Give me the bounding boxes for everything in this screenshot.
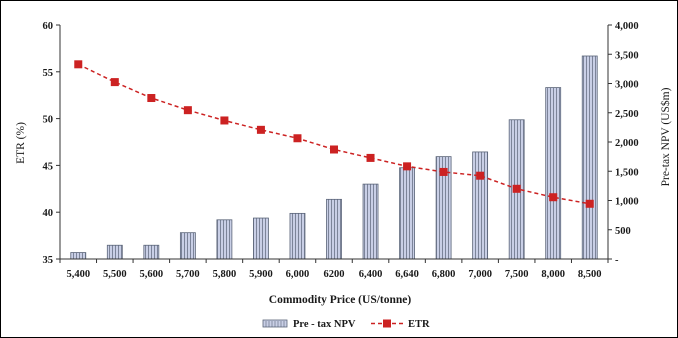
- etr-marker: [147, 94, 156, 103]
- bar-pre-tax-npv: [545, 87, 562, 260]
- y2-tick-label: 1,000: [615, 197, 639, 208]
- bar-pre-tax-npv: [326, 198, 342, 260]
- x-tick-label: 5,800: [213, 269, 237, 280]
- etr-marker: [183, 106, 192, 115]
- y-tick-label: 35: [43, 255, 54, 266]
- x-tick-label: 8,000: [541, 269, 565, 280]
- x-tick-label: 6,800: [432, 269, 456, 280]
- etr-marker: [74, 60, 83, 69]
- y-axis-title: ETR (%): [15, 122, 27, 164]
- x-tick-label: 5,700: [176, 269, 200, 280]
- x-tick-label: 6,640: [395, 269, 419, 280]
- x-tick-label: 5,900: [249, 269, 273, 280]
- y-tick-label: 50: [43, 115, 54, 126]
- etr-marker: [220, 116, 229, 125]
- y-tick-label: 60: [43, 21, 54, 32]
- y2-tick-label: 4,000: [615, 21, 639, 32]
- etr-marker: [512, 184, 521, 193]
- etr-marker: [330, 145, 338, 154]
- etr-marker: [403, 162, 412, 171]
- bar-pre-tax-npv: [289, 212, 306, 260]
- y2-tick-label: 3,500: [615, 50, 639, 61]
- bars-layer: [70, 55, 598, 260]
- y-tick-label: 45: [43, 161, 54, 172]
- x-tick-label: 6,000: [286, 269, 310, 280]
- bar-pre-tax-npv: [179, 232, 196, 260]
- y2-tick-label: 1,500: [615, 167, 639, 178]
- etr-marker: [476, 171, 485, 180]
- etr-marker: [293, 134, 302, 143]
- x-tick-label: 5,600: [140, 269, 164, 280]
- bar-pre-tax-npv: [216, 219, 233, 260]
- y-tick-label: 55: [43, 68, 54, 79]
- y2-tick-label: 2,000: [615, 138, 639, 149]
- y-tick-label: 40: [43, 208, 54, 219]
- axes-layer: 35 40 45 50 55 60 - 500 1,000 1,500 2,000 2,500 3,00…: [43, 21, 639, 280]
- x-axis-title: Commodity Price (US/tonne): [269, 294, 412, 306]
- line-layer: [74, 60, 594, 208]
- etr-marker: [256, 125, 265, 134]
- etr-marker: [366, 153, 375, 162]
- y2-tick-label: 2,500: [615, 109, 639, 120]
- legend-swatch-etr-marker: [383, 319, 391, 328]
- legend-label-etr: ETR: [408, 319, 430, 330]
- x-tick-label: 5,400: [66, 269, 90, 280]
- x-tick-label: 6,400: [359, 269, 383, 280]
- bar-pre-tax-npv: [253, 217, 269, 260]
- bar-pre-tax-npv: [70, 252, 87, 260]
- x-tick-label: 8,500: [578, 269, 602, 280]
- bar-pre-tax-npv: [106, 244, 123, 260]
- x-tick-label: 7,500: [505, 269, 529, 280]
- bar-pre-tax-npv: [143, 244, 160, 260]
- etr-marker: [549, 193, 558, 202]
- bar-pre-tax-npv: [472, 151, 489, 260]
- bar-pre-tax-npv: [581, 55, 598, 260]
- etr-marker: [110, 78, 119, 87]
- bar-pre-tax-npv: [362, 183, 379, 260]
- y2-tick-label: -: [615, 255, 619, 266]
- bar-pre-tax-npv: [399, 167, 415, 260]
- x-tick-label: 7,000: [468, 269, 492, 280]
- y2-tick-label: 500: [615, 226, 631, 237]
- etr-line: [77, 63, 590, 205]
- y2-tick-label: 3,000: [615, 80, 639, 91]
- y2-axis-title: Pre-tax NPV (US$m): [659, 87, 672, 186]
- etr-marker: [439, 167, 448, 176]
- etr-marker: [585, 199, 594, 208]
- x-tick-label: 5,500: [103, 269, 127, 280]
- legend: Pre - tax NPV ETR: [262, 319, 430, 330]
- legend-label-npv: Pre - tax NPV: [293, 319, 356, 330]
- x-tick-label: 6200: [324, 269, 345, 280]
